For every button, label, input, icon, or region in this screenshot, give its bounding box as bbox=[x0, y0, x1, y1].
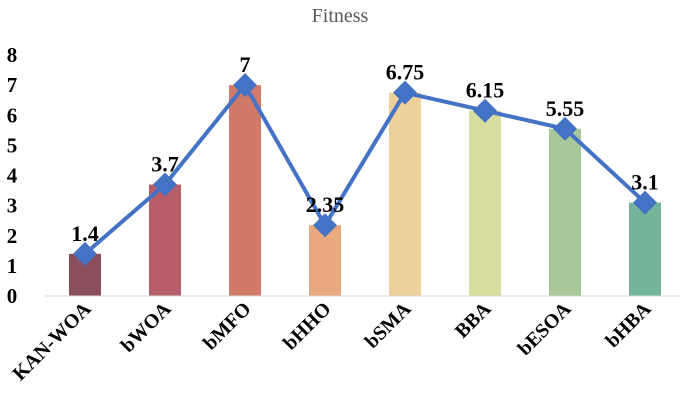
x-tick-label: bESOA bbox=[514, 298, 576, 360]
line-marker bbox=[553, 116, 577, 141]
x-tick-label: bHHO bbox=[279, 298, 335, 354]
y-axis: 0 1 2 3 4 5 6 7 8 bbox=[7, 43, 18, 308]
line-series bbox=[73, 73, 657, 266]
x-tick-label: bWOA bbox=[117, 298, 176, 357]
x-tick-label: BBA bbox=[451, 298, 496, 343]
line-marker bbox=[313, 213, 337, 238]
bar bbox=[389, 92, 421, 296]
bar bbox=[629, 202, 661, 296]
data-label: 3.1 bbox=[631, 170, 659, 195]
y-tick-label: 1 bbox=[7, 254, 18, 278]
y-tick-label: 5 bbox=[7, 133, 18, 157]
bars bbox=[69, 85, 661, 296]
line-marker bbox=[73, 241, 97, 266]
line-marker bbox=[633, 190, 657, 215]
data-label: 5.55 bbox=[546, 96, 585, 121]
y-tick-label: 6 bbox=[7, 103, 18, 127]
chart-title: Fitness bbox=[312, 5, 369, 27]
data-label: 2.35 bbox=[306, 192, 345, 217]
line-marker bbox=[153, 172, 177, 197]
data-label: 3.7 bbox=[151, 152, 179, 177]
bar bbox=[469, 110, 501, 296]
y-tick-label: 8 bbox=[7, 43, 18, 67]
line-marker bbox=[233, 73, 257, 98]
line-marker bbox=[473, 98, 497, 123]
data-label: 6.15 bbox=[466, 78, 505, 103]
data-label: 6.75 bbox=[386, 60, 425, 85]
y-tick-label: 7 bbox=[7, 73, 18, 97]
series-line bbox=[83, 83, 647, 256]
x-axis: KAN-WOA bWOA bMFO bHHO bSMA BBA bESOA bHBA bbox=[8, 298, 655, 385]
data-label: 7 bbox=[240, 52, 251, 77]
y-tick-label: 4 bbox=[7, 164, 18, 188]
bar bbox=[549, 128, 581, 296]
y-tick-label: 2 bbox=[7, 224, 18, 248]
x-tick-label: KAN-WOA bbox=[8, 298, 95, 385]
bar bbox=[229, 85, 261, 296]
bar bbox=[149, 184, 181, 296]
y-tick-label: 0 bbox=[7, 284, 18, 308]
data-label: 1.4 bbox=[71, 221, 99, 246]
y-tick-label: 3 bbox=[7, 194, 18, 218]
x-tick-label: bSMA bbox=[361, 298, 416, 353]
line-marker bbox=[393, 80, 417, 105]
x-tick-label: bMFO bbox=[199, 298, 255, 354]
x-tick-label: bHBA bbox=[601, 298, 655, 352]
data-labels: 1.4 3.7 7 2.35 6.75 6.15 5.55 3.1 bbox=[71, 52, 659, 246]
